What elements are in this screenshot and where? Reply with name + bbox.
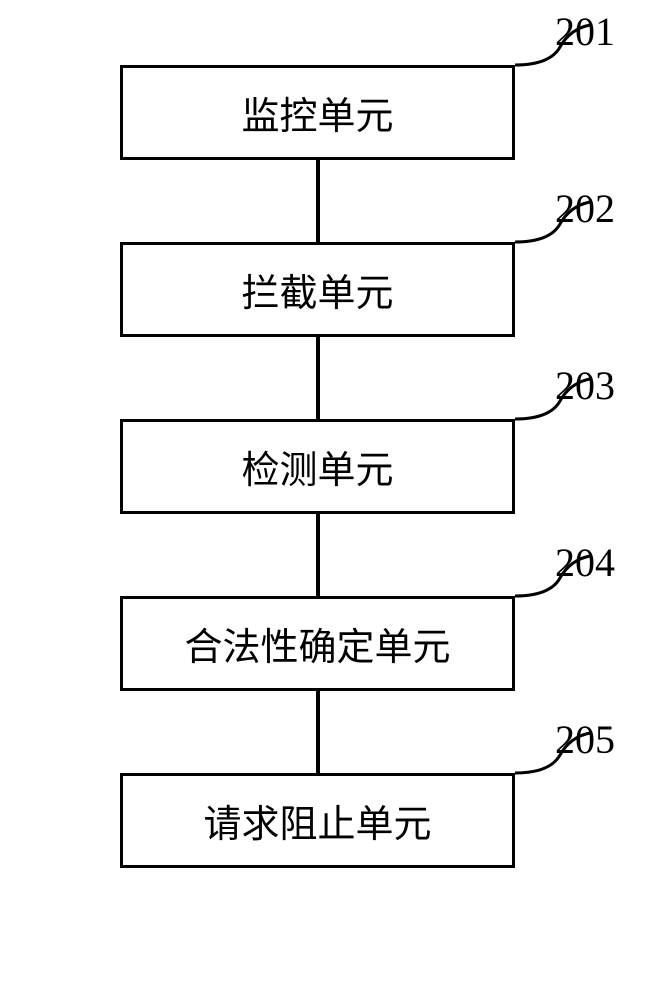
block-detection-unit: 检测单元: [120, 419, 515, 514]
block-monitoring-unit: 监控单元: [120, 65, 515, 160]
label-202: 202: [555, 185, 615, 232]
connector-2-3: [316, 337, 320, 419]
connector-3-4: [316, 514, 320, 596]
block-text: 监控单元: [241, 85, 393, 140]
block-text: 合法性确定单元: [184, 616, 450, 671]
label-205: 205: [555, 716, 615, 763]
connector-4-5: [316, 691, 320, 773]
block-request-block-unit: 请求阻止单元: [120, 773, 515, 868]
label-203: 203: [555, 362, 615, 409]
block-intercept-unit: 拦截单元: [120, 242, 515, 337]
block-text: 请求阻止单元: [203, 793, 431, 848]
label-204: 204: [555, 539, 615, 586]
block-text: 检测单元: [241, 439, 393, 494]
block-legality-unit: 合法性确定单元: [120, 596, 515, 691]
flowchart-diagram: 监控单元 201 拦截单元 202 检测单元 203 合法性确定单元 204 请…: [0, 0, 664, 1000]
block-text: 拦截单元: [241, 262, 393, 317]
label-201: 201: [555, 8, 615, 55]
connector-1-2: [316, 160, 320, 242]
